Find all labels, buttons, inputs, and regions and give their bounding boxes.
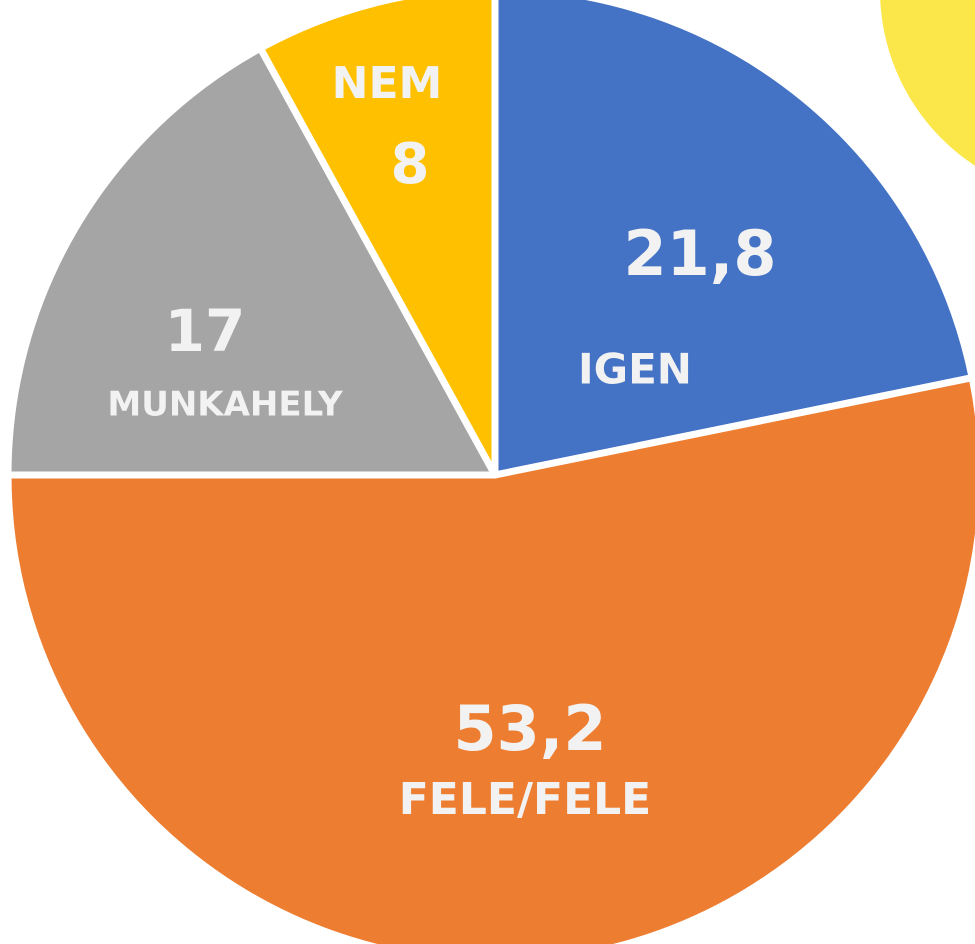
data-label: 17: [165, 297, 246, 365]
pie: [4, 0, 975, 944]
data-label: 8: [391, 132, 430, 197]
pie-slice: [256, 0, 499, 479]
category-label: FELE/FELE: [399, 774, 651, 825]
data-label: 53,2: [454, 692, 607, 765]
category-label: NEM: [332, 58, 443, 109]
category-label: IGEN: [578, 345, 692, 394]
labels: 21,8 IGEN 53,2 FELE/FELE 17 MUNKAHELY 8 NEM: [107, 58, 776, 825]
pie-slice: [4, 44, 499, 479]
pie-slice: [4, 374, 975, 944]
pie-slice: [491, 0, 975, 479]
category-label: MUNKAHELY: [107, 385, 343, 425]
decoration-circle: [880, 0, 975, 166]
data-label: 21,8: [624, 217, 777, 290]
